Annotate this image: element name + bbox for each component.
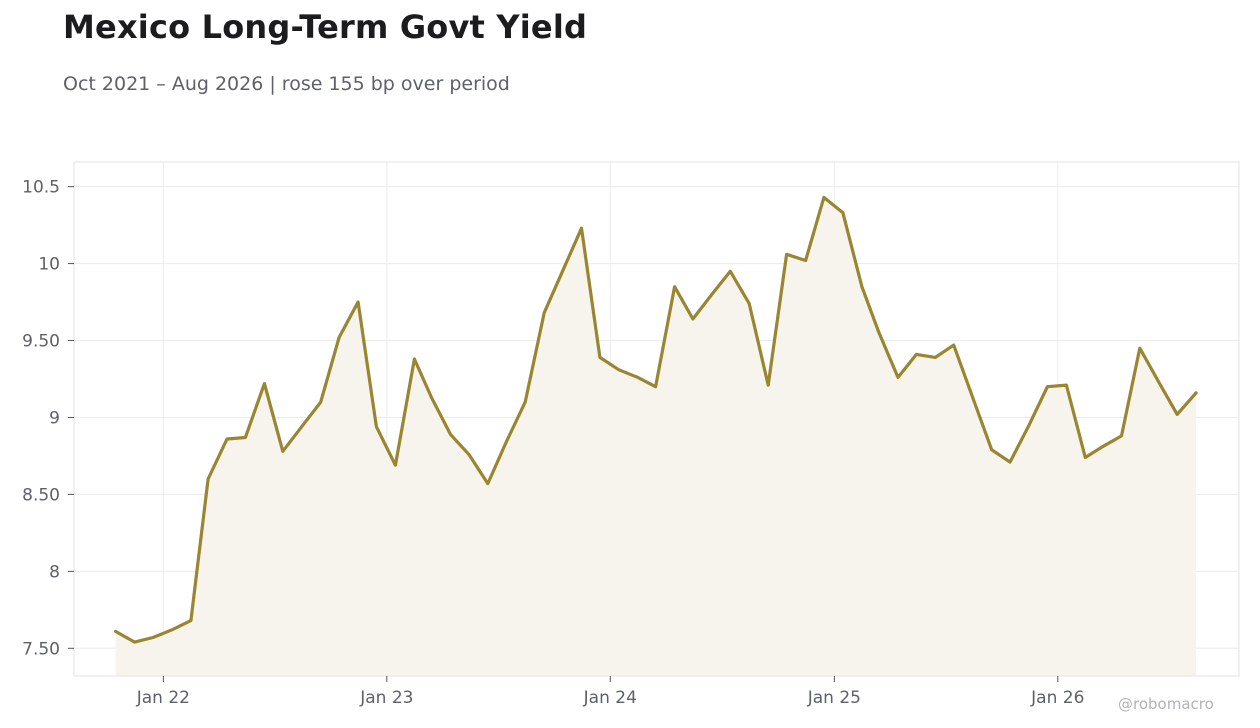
x-tick-label: Jan 25 [807,688,861,708]
x-tick-label: Jan 23 [359,688,413,708]
y-axis: 7.50 8 8.50 9 9.50 10 10.5 [22,178,74,659]
plot-frame [73,161,1240,677]
y-tick-label: 9 [49,408,60,428]
y-tick-label: 8 [49,562,60,582]
series-line [114,195,1198,644]
y-tick-label: 10 [38,255,60,275]
x-tick-label: Jan 22 [136,688,190,708]
x-axis: Jan 22 Jan 23 Jan 24 Jan 25 Jan 26 [136,676,1084,708]
credit-watermark: @robomacro [1118,695,1214,713]
y-tick-label: 9.50 [22,332,60,352]
chart-title: Mexico Long-Term Govt Yield [63,8,588,46]
y-tick-label: 10.5 [22,178,60,198]
chart-subtitle: Oct 2021 – Aug 2026 | rose 155 bp over p… [63,73,510,95]
x-tick-label: Jan 26 [1030,688,1084,708]
y-tick-label: 8.50 [22,485,60,505]
y-tick-label: 7.50 [22,639,60,659]
area-fill [115,197,1197,676]
x-tick-label: Jan 24 [583,688,637,708]
